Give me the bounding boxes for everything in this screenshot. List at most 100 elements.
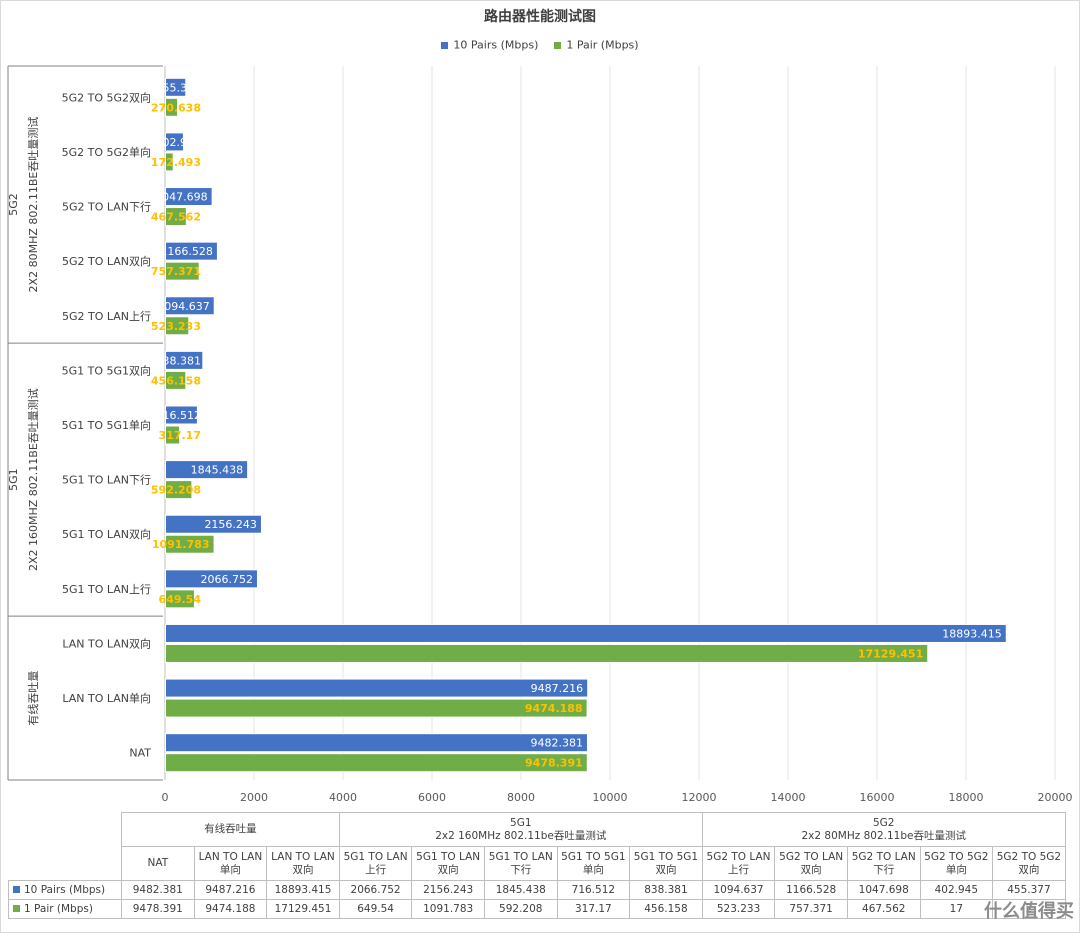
category-label: 5G1 TO LAN下行 bbox=[62, 474, 151, 487]
group-label-line: 2X2 80MHZ 802.11BE吞吐量测试 bbox=[27, 117, 40, 293]
table-column-header: NAT bbox=[121, 846, 195, 881]
table-column-header: 5G1 TO LAN 下行 bbox=[483, 846, 558, 881]
data-label: 9478.391 bbox=[525, 757, 583, 770]
table-group-header: 有线吞吐量 bbox=[121, 812, 340, 847]
table-column-header: LAN TO LAN 单向 bbox=[193, 846, 268, 881]
table-row-label: 10 Pairs (Mbps) bbox=[8, 880, 122, 900]
data-label: 17129.451 bbox=[858, 647, 923, 660]
table-cell: 9487.216 bbox=[193, 880, 268, 900]
x-tick-label: 12000 bbox=[682, 791, 717, 804]
bar bbox=[165, 152, 174, 172]
table-cell: 402.945 bbox=[919, 880, 994, 900]
data-label: 18893.415 bbox=[942, 627, 1002, 640]
x-tick-label: 16000 bbox=[860, 791, 895, 804]
data-label: 9474.188 bbox=[525, 702, 583, 715]
data-label: 523.233 bbox=[151, 320, 201, 333]
legend-swatch bbox=[441, 41, 449, 49]
data-label: 2156.243 bbox=[204, 518, 257, 531]
bar bbox=[165, 77, 187, 97]
table-cell: 9482.381 bbox=[121, 880, 195, 900]
table-cell: 17129.451 bbox=[266, 899, 340, 919]
bar bbox=[165, 132, 184, 152]
table-column-header: 5G1 TO 5G1 双向 bbox=[629, 846, 703, 881]
category-label: 5G1 TO 5G1单向 bbox=[62, 418, 151, 432]
category-label: 5G2 TO 5G2单向 bbox=[62, 145, 151, 159]
table-cell: 1166.528 bbox=[774, 880, 848, 900]
data-label: 592.208 bbox=[151, 484, 201, 497]
data-label: 716.512 bbox=[156, 409, 202, 422]
data-label: 172.493 bbox=[151, 156, 201, 169]
bar bbox=[165, 296, 215, 316]
category-label: NAT bbox=[129, 747, 151, 760]
x-tick-label: 0 bbox=[162, 791, 169, 804]
bar bbox=[165, 623, 1007, 643]
table-row-label: 1 Pair (Mbps) bbox=[8, 899, 122, 919]
group-label-line: 有线吞吐量 bbox=[26, 671, 40, 726]
category-label: 5G2 TO LAN上行 bbox=[62, 310, 151, 323]
bar bbox=[165, 569, 258, 589]
group-label-line: 2X2 160MHZ 802.11BE吞吐量测试 bbox=[27, 388, 40, 571]
bar bbox=[165, 425, 181, 445]
table-cell: 456.158 bbox=[629, 899, 703, 919]
data-label: 1047.698 bbox=[155, 191, 208, 204]
category-label: 5G2 TO LAN双向 bbox=[62, 254, 151, 268]
group-label-line: 5G2 bbox=[7, 193, 20, 216]
legend-item: 1 Pair (Mbps) bbox=[554, 38, 639, 52]
bar bbox=[165, 733, 588, 753]
data-label: 838.381 bbox=[156, 354, 202, 367]
table-corner bbox=[8, 812, 122, 847]
data-label: 317.17 bbox=[159, 429, 201, 442]
x-tick-label: 8000 bbox=[507, 791, 535, 804]
table-column-header: 5G2 TO LAN 上行 bbox=[701, 846, 776, 881]
table-column-header: 5G2 TO LAN 下行 bbox=[846, 846, 921, 881]
data-label: 649.54 bbox=[159, 593, 202, 606]
table-cell: 17 bbox=[919, 899, 994, 919]
table-cell: 2066.752 bbox=[338, 880, 413, 900]
x-tick-label: 2000 bbox=[240, 791, 268, 804]
bar bbox=[165, 187, 213, 207]
table-group-header: 5G1 2x2 160MHz 802.11be吞吐量测试 bbox=[338, 812, 703, 847]
table-cell: 649.54 bbox=[338, 899, 413, 919]
bar bbox=[165, 589, 195, 609]
bar bbox=[165, 678, 589, 698]
data-label: 9482.381 bbox=[530, 737, 583, 750]
group-label: 5G2 2X2 80MHZ 802.11BE吞吐量测试 bbox=[7, 117, 40, 293]
x-tick-label: 4000 bbox=[329, 791, 357, 804]
x-tick-label: 14000 bbox=[771, 791, 806, 804]
bar bbox=[165, 460, 249, 480]
table-cell: 2 bbox=[992, 899, 1066, 919]
table-cell: 1845.438 bbox=[483, 880, 558, 900]
x-tick-label: 20000 bbox=[1038, 791, 1073, 804]
category-label: LAN TO LAN单向 bbox=[62, 691, 151, 705]
data-label: 270.638 bbox=[151, 101, 201, 114]
data-label: 455.377 bbox=[156, 81, 202, 94]
data-label: 1091.783 bbox=[152, 538, 210, 551]
bar bbox=[165, 534, 215, 554]
legend: 10 Pairs (Mbps) 1 Pair (Mbps) bbox=[0, 38, 1080, 52]
table-column-header: 5G2 TO 5G2 双向 bbox=[992, 846, 1066, 881]
table-cell: 757.371 bbox=[774, 899, 848, 919]
bar bbox=[165, 643, 929, 663]
table-cell: 592.208 bbox=[483, 899, 558, 919]
data-label: 1166.528 bbox=[160, 245, 213, 258]
data-label: 402.945 bbox=[156, 136, 202, 149]
bar bbox=[165, 370, 187, 390]
chart-title: 路由器性能测试图 bbox=[484, 9, 596, 25]
x-tick-label: 10000 bbox=[593, 791, 628, 804]
table-cell: 716.512 bbox=[556, 880, 631, 900]
table-cell: 9474.188 bbox=[193, 899, 268, 919]
bar bbox=[165, 261, 200, 281]
bar bbox=[165, 241, 218, 261]
watermark: 什么值得买 bbox=[984, 901, 1074, 922]
table-column-header: 5G1 TO LAN 上行 bbox=[338, 846, 413, 881]
table-group-header: 5G2 2x2 80MHz 802.11be吞吐量测试 bbox=[701, 812, 1066, 847]
category-label: 5G2 TO 5G2双向 bbox=[62, 90, 151, 104]
table-cell: 9478.391 bbox=[121, 899, 195, 919]
data-label: 1845.438 bbox=[191, 464, 244, 477]
bar bbox=[165, 514, 262, 534]
table-cell: 1091.783 bbox=[411, 899, 485, 919]
table-cell: 1094.637 bbox=[701, 880, 776, 900]
bar bbox=[165, 97, 179, 117]
table-column-header: LAN TO LAN 双向 bbox=[266, 846, 340, 881]
legend-item: 10 Pairs (Mbps) bbox=[441, 38, 538, 52]
